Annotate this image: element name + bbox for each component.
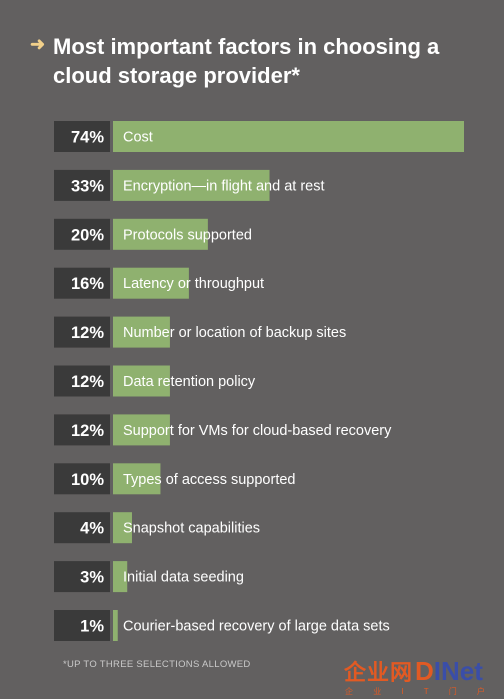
value-label-box	[54, 121, 110, 152]
title-arrow-icon: ➜	[30, 34, 46, 54]
bar	[113, 414, 170, 446]
bar	[113, 169, 270, 201]
category-label: Protocols supported	[123, 227, 252, 243]
data-label: 12%	[71, 324, 104, 342]
category-label: Courier-based recovery of large data set…	[123, 619, 390, 635]
category-label: Initial data seeding	[123, 570, 244, 586]
watermark-brand-inet: INet	[433, 656, 483, 686]
watermark-logo: 企业网DINet	[344, 655, 483, 687]
value-label-box	[54, 561, 110, 593]
value-label-box	[54, 610, 110, 641]
data-label: 3%	[80, 569, 104, 587]
category-label: Support for VMs for cloud-based recovery	[123, 423, 392, 439]
bar	[113, 512, 132, 544]
category-label: Encryption—in flight and at rest	[123, 178, 325, 194]
category-label: Data retention policy	[123, 374, 256, 390]
data-label: 33%	[71, 177, 104, 195]
category-label: Snapshot capabilities	[123, 521, 260, 537]
value-label-box	[54, 463, 110, 495]
bar	[113, 365, 170, 397]
watermark-brand-cn: 企业网	[344, 660, 414, 685]
bar	[113, 463, 161, 495]
bar	[113, 267, 189, 299]
data-label: 4%	[80, 520, 104, 538]
chart-title: Most important factors in choosing a clo…	[53, 34, 440, 88]
category-label: Types of access supported	[123, 472, 296, 488]
value-label-box	[54, 267, 110, 299]
data-label: 20%	[71, 226, 104, 244]
data-label: 16%	[71, 275, 104, 293]
bar	[113, 121, 464, 152]
data-label: 74%	[71, 129, 104, 147]
category-label: Cost	[123, 130, 153, 146]
data-label: 10%	[71, 471, 104, 489]
value-label-box	[54, 365, 110, 397]
bar	[113, 561, 128, 593]
value-label-box	[54, 316, 110, 348]
bar	[113, 218, 208, 250]
value-label-box	[54, 169, 110, 201]
bar	[113, 316, 170, 348]
watermark-brand-d: D	[415, 656, 434, 686]
value-label-box	[54, 512, 110, 544]
category-label: Latency or throughput	[123, 276, 264, 292]
data-label: 12%	[71, 373, 104, 391]
bar	[113, 610, 118, 641]
value-label-box	[54, 414, 110, 446]
value-label-box	[54, 218, 110, 250]
category-label: Number or location of backup sites	[123, 325, 346, 341]
watermark-tagline: 企 业 I T 门 户	[345, 687, 494, 696]
footnote: *UP TO THREE SELECTIONS ALLOWED	[63, 659, 251, 670]
data-label: 1%	[80, 618, 104, 636]
data-label: 12%	[71, 422, 104, 440]
